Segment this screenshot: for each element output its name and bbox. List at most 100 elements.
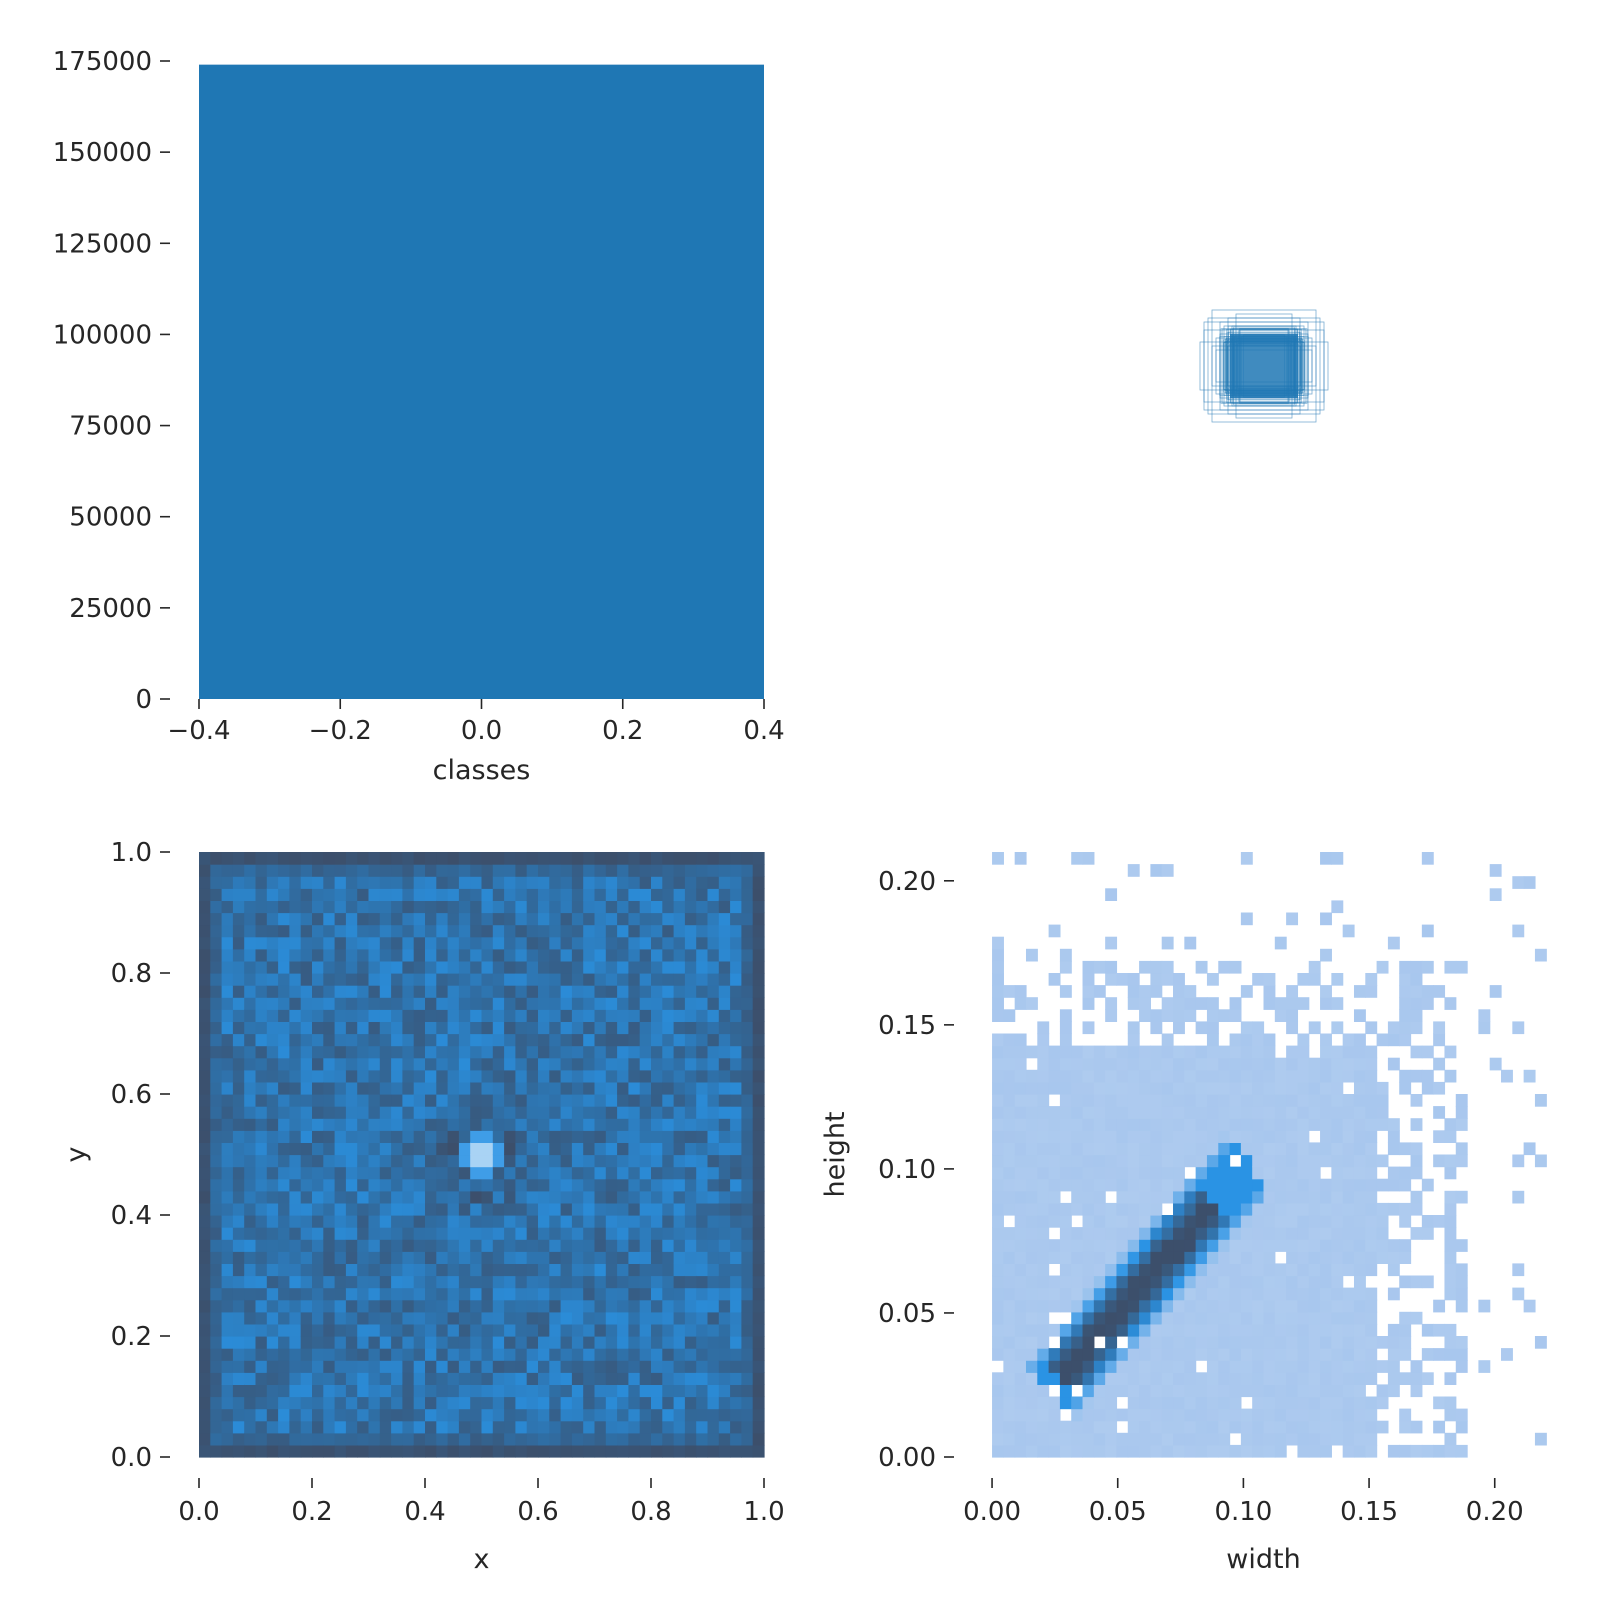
xy-heatmap-cell [673,973,686,986]
wh-heatmap-cell [1003,1348,1016,1361]
xy-heatmap-cell [481,888,494,901]
wh-heatmap-cell [1161,1227,1174,1240]
xy-heatmap-cell [549,864,562,877]
xy-heatmap-cell [391,1069,403,1083]
wh-heatmap-cell [1229,1420,1242,1434]
xy-heatmap-cell [312,1094,324,1107]
xy-heatmap-cell [255,1299,268,1313]
xy-heatmap-cell [515,1239,528,1252]
wh-heatmap-cell [1082,1239,1095,1252]
xy-heatmap-cell [696,1166,709,1180]
xy-heatmap-cell [571,864,584,877]
wh-heatmap-cell [1433,985,1446,998]
xy-heatmap-cell [560,1178,573,1192]
xy-heatmap-cell [199,1081,211,1095]
xy-heatmap-cell [379,1106,392,1119]
xy-heatmap-cell [334,1154,347,1168]
xy-heatmap-cell [673,1021,686,1035]
xy-heatmap-cell [379,948,392,962]
xy-heatmap-cell [492,1130,505,1143]
wh-heatmap-cell [992,1299,1004,1313]
wh-heatmap-cell [1444,1323,1457,1337]
xy-heatmap-cell [221,973,234,986]
wh-heatmap-cell [1150,1178,1163,1192]
wh-heatmap-cell [1320,1372,1332,1385]
wh-heatmap-cell [1127,1106,1140,1119]
wh-heatmap-cell [1025,1227,1038,1240]
xy-heatmap-cell [232,1057,245,1071]
xy-heatmap-cell [436,1094,449,1107]
xy-heatmap-cell [232,1081,245,1095]
xy-heatmap-cell [549,888,562,901]
xy-heatmap-cell [470,1251,483,1264]
xy-heatmap-cell [255,1166,268,1180]
xy-heatmap-cell [334,1081,347,1095]
xy-heatmap-cell [232,1033,245,1047]
xy-heatmap-cell [266,1106,279,1119]
xy-heatmap-cell [504,960,516,974]
wh-heatmap-cell [1014,1311,1027,1325]
xy-heatmap-cell [741,888,754,901]
xy-heatmap-cell [357,1263,370,1277]
wh-heatmap-cell [1410,973,1423,986]
xy-heatmap-cell [278,1106,290,1119]
xy-heatmap-cell [741,1106,754,1119]
xy-heatmap-cell [481,1336,494,1349]
xy-heatmap-cell [312,1154,324,1168]
xy-heatmap-cell [538,1094,550,1107]
xy-heatmap-cell [323,1142,336,1156]
xy-heatmap-cell [266,1069,279,1083]
wh-heatmap-cell [1320,1239,1332,1252]
xy-heatmap-cell [199,936,211,950]
xy-heatmap-cell [707,1251,720,1264]
wh-heatmap-cell [1286,1372,1299,1385]
xy-heatmap-cell [244,1323,257,1337]
xy-heatmap-cell [538,997,550,1010]
wh-heatmap-cell [1161,1384,1174,1398]
xy-heatmap-cell [278,1360,290,1373]
wh-heatmap-cell [1014,1420,1027,1434]
wh-heatmap-cell [1206,1384,1219,1398]
wh-heatmap-cell [1105,1154,1118,1168]
wh-heatmap-cell [1048,1432,1061,1446]
xy-heatmap-cell [594,1106,607,1119]
wh-heatmap-cell [1048,1215,1061,1228]
xy-heatmap-cell [560,1227,573,1240]
xy-heatmap-cell [651,888,663,901]
xy-heatmap-cell [244,1420,257,1434]
xy-heatmap-cell [323,1130,336,1143]
xy-heatmap-cell [594,876,607,889]
wh-heatmap-cell [1059,1166,1072,1180]
xy-heatmap-cell [244,1106,257,1119]
xy-heatmap-cell [323,1215,336,1228]
wh-heatmap-cell [1059,1106,1072,1119]
xy-heatmap-cell [673,900,686,914]
xy-heatmap-cell [413,1057,426,1071]
wh-heatmap-cell [1263,1336,1276,1349]
xy-heatmap-cell [402,1408,415,1422]
xy-heatmap-cell [221,1251,234,1264]
xy-heatmap-cell [436,1360,449,1373]
xy-heatmap-cell [199,888,211,901]
wh-heatmap-cell [1410,985,1423,998]
xy-heatmap-cell [312,960,324,974]
wh-heatmap-cell [1116,1081,1129,1095]
xy-heatmap-cell [300,912,313,926]
wh-heatmap-cell [1365,1069,1378,1083]
wh-heatmap-cell [1342,1178,1355,1192]
wh-heatmap-cell [1342,1069,1355,1083]
wh-heatmap-cell [1218,1202,1231,1216]
wh-heatmap-cell [1003,1094,1016,1107]
wh-heatmap-cell [1365,1420,1378,1434]
wh-heatmap-cell [1161,1336,1174,1349]
wh-heatmap-cell [1229,1033,1242,1047]
xy-heatmap-cell [707,1106,720,1119]
xy-heatmap-cell [538,1323,550,1337]
wh-heatmap-cell [1082,1384,1095,1398]
wh-heatmap-cell [1139,1432,1151,1446]
wh-heatmap-cell [1399,1021,1412,1035]
wh-heatmap-cell [1297,1396,1310,1410]
xy-heatmap-cell [583,1311,596,1325]
xy-heatmap-cell [639,852,652,865]
wh-heatmap-cell [1048,1408,1061,1422]
